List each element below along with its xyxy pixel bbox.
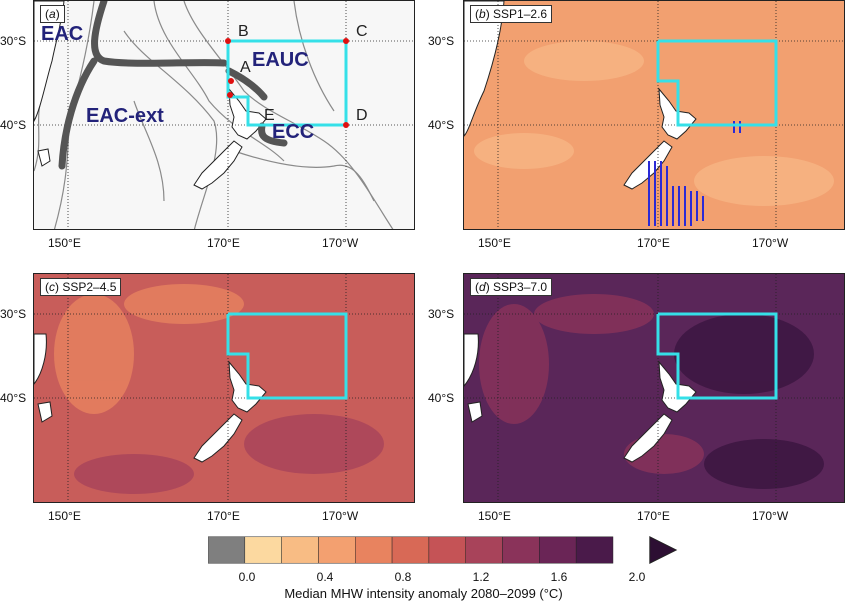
colorbar-tick-1: 0.4 [316,570,334,584]
lat-label-30s-b: 30°S [428,34,455,48]
colorbar-swatch-4 [355,536,393,564]
lat-label-30s-a: 30°S [0,34,27,48]
eac-label: EAC [41,23,84,45]
point-d-label: D [356,107,368,124]
nz-south-island [623,413,673,463]
eauc-arrow [91,1,228,67]
colorbar-swatch-1 [244,536,282,564]
tasmania-land [467,401,483,423]
grid-lines [464,1,844,229]
field-texture-dark [674,314,824,489]
panel-c-label: (c) SSP2–4.5 [40,278,122,296]
nz-south-island [193,140,243,190]
panel-d-map: (d) SSP3–7.0 [463,273,845,503]
lat-label-30s-c: 30°S [0,307,27,321]
colorbar-tick-5: 2.0 [628,570,646,584]
panel-b-label: (b) SSP1–2.6 [470,5,553,23]
study-box [226,312,348,400]
colorbar-swatches [208,536,614,564]
colorbar-tick-4: 1.6 [550,570,568,584]
eauc-label: EAUC [252,49,309,71]
point-a-label: A [240,59,251,76]
ecc-arrow [258,122,288,147]
lon-label-150e-c: 150°E [48,509,81,523]
lon-label-170w-a: 170°W [322,236,359,250]
panel-a-map: (a) EAC EAUC EAC-ext ECC A B C D E [33,0,415,230]
nz-south-island [193,413,243,463]
study-box [656,39,778,127]
lon-label-170e-c: 170°E [207,509,240,523]
lat-label-30s-d: 30°S [428,307,455,321]
colorbar-title: Median MHW intensity anomaly 2080–2099 (… [284,586,563,601]
lon-label-150e-a: 150°E [48,236,81,250]
tasmania-land [37,401,53,423]
lon-label-150e-d: 150°E [478,509,511,523]
panel-b-svg [464,1,844,229]
lon-label-170e-d: 170°E [637,509,670,523]
colorbar-swatch-8 [502,536,540,564]
field-texture [474,41,834,206]
lat-label-40s-d: 40°S [428,391,455,405]
panel-d-label: (d) SSP3–7.0 [470,278,553,296]
lon-label-170e-a: 170°E [207,236,240,250]
australia-land [34,333,47,385]
colorbar-extend-arrow [649,536,678,564]
colorbar-tick-3: 1.2 [472,570,490,584]
colorbar-ticks: 0.0 0.4 0.8 1.2 1.6 2.0 [0,570,847,586]
colorbar-swatch-5 [391,536,430,564]
lat-label-40s-b: 40°S [428,118,455,132]
colorbar-tick-0: 0.0 [238,570,256,584]
ecc-label: ECC [272,121,315,143]
tasmania-land [37,148,51,167]
lon-label-170w-c: 170°W [322,509,359,523]
point-b-label: B [238,23,249,40]
current-arrows [58,1,288,170]
colorbar-swatch-6 [428,536,466,564]
eac-ext-label: EAC-ext [86,105,164,127]
eac-ext-arrow [58,57,98,170]
colorbar-swatch-3 [318,536,356,564]
lon-label-170w-b: 170°W [752,236,789,250]
colorbar-swatch-0 [208,536,246,564]
lat-label-40s-a: 40°S [0,118,27,132]
panel-d-title: SSP3–7.0 [493,280,548,294]
lon-label-170w-d: 170°W [752,509,789,523]
colorbar [208,536,678,564]
panel-c-map: (c) SSP2–4.5 [33,273,415,503]
point-e-label: E [264,107,275,124]
colorbar-swatch-2 [281,536,319,564]
panel-b-title: SSP1–2.6 [493,7,548,21]
point-c-label: C [356,23,368,40]
significance-hatching [648,121,741,226]
lon-label-170e-b: 170°E [637,236,670,250]
lat-label-40s-c: 40°S [0,391,27,405]
colorbar-swatch-7 [465,536,503,564]
australia-land [464,333,479,387]
lon-label-150e-b: 150°E [478,236,511,250]
grid-lines [464,274,844,502]
panel-c-svg [34,274,414,502]
eauc-branch-arrow [225,67,268,101]
study-box [656,312,778,400]
grid-lines [34,274,414,502]
panel-a-label: (a) [40,5,65,23]
panel-b-map: (b) SSP1–2.6 [463,0,845,230]
colorbar-tick-2: 0.8 [394,570,412,584]
panel-d-svg [464,274,844,502]
field-texture-dark [74,414,384,494]
colorbar-swatch-10 [575,536,614,564]
box-corner-points [225,38,349,128]
colorbar-swatch-9 [539,536,577,564]
panel-c-title: SSP2–4.5 [62,280,117,294]
